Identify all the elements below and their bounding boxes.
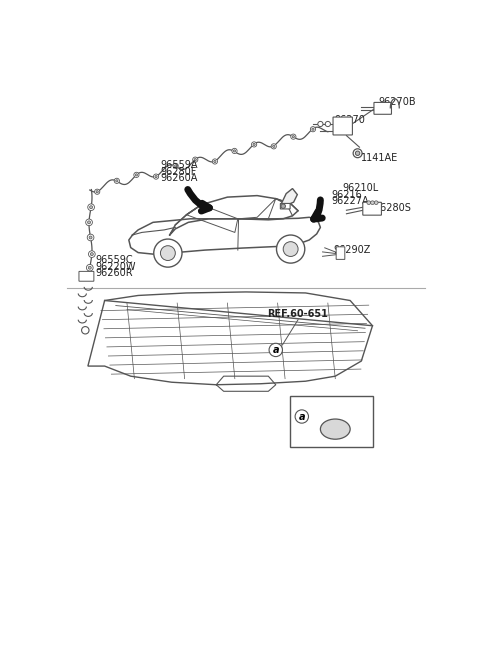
Polygon shape: [88, 292, 372, 384]
FancyBboxPatch shape: [79, 271, 94, 281]
Text: 96270: 96270: [335, 115, 365, 125]
Circle shape: [371, 201, 374, 204]
Circle shape: [291, 134, 296, 140]
Circle shape: [90, 253, 93, 255]
Circle shape: [87, 221, 91, 224]
Circle shape: [88, 204, 95, 210]
Text: 96280F: 96280F: [160, 167, 197, 177]
Circle shape: [311, 126, 315, 132]
Circle shape: [155, 176, 157, 178]
Text: 84182K: 84182K: [305, 399, 343, 409]
Circle shape: [374, 201, 378, 204]
Circle shape: [312, 128, 314, 130]
Circle shape: [114, 178, 120, 183]
Circle shape: [269, 343, 282, 356]
Circle shape: [87, 234, 94, 241]
Text: 96210L: 96210L: [343, 183, 379, 193]
Circle shape: [154, 174, 159, 179]
FancyBboxPatch shape: [374, 102, 392, 114]
Text: 96559C: 96559C: [96, 255, 133, 265]
Text: 96559A: 96559A: [160, 160, 198, 170]
Text: 96280S: 96280S: [374, 202, 411, 213]
Circle shape: [86, 219, 92, 226]
Circle shape: [233, 150, 236, 152]
Circle shape: [367, 201, 371, 204]
Circle shape: [134, 172, 139, 178]
Circle shape: [96, 191, 98, 193]
Circle shape: [273, 145, 275, 147]
Circle shape: [214, 160, 216, 162]
FancyBboxPatch shape: [280, 204, 290, 209]
Circle shape: [318, 121, 323, 126]
FancyBboxPatch shape: [363, 202, 382, 215]
Text: 96260A: 96260A: [160, 174, 198, 183]
Circle shape: [283, 242, 298, 257]
Circle shape: [276, 235, 305, 263]
FancyArrowPatch shape: [188, 189, 209, 211]
Circle shape: [154, 239, 182, 267]
Circle shape: [212, 159, 217, 164]
Text: a: a: [299, 411, 305, 422]
Text: 96216: 96216: [332, 189, 362, 200]
Text: 1141AE: 1141AE: [360, 153, 398, 163]
FancyArrowPatch shape: [313, 200, 322, 219]
Circle shape: [173, 163, 178, 168]
Circle shape: [253, 143, 255, 145]
Circle shape: [86, 265, 93, 271]
Circle shape: [353, 149, 362, 158]
Circle shape: [192, 157, 198, 162]
Text: REF.60-651: REF.60-651: [267, 309, 328, 318]
Circle shape: [252, 142, 257, 147]
Circle shape: [88, 266, 91, 269]
Circle shape: [325, 121, 330, 126]
Circle shape: [116, 179, 118, 182]
Circle shape: [295, 410, 309, 423]
Text: a: a: [273, 345, 279, 355]
Circle shape: [135, 174, 138, 176]
FancyBboxPatch shape: [333, 117, 352, 135]
Text: 96227A: 96227A: [332, 196, 369, 206]
Polygon shape: [281, 189, 297, 206]
Circle shape: [82, 327, 89, 334]
Text: 96290Z: 96290Z: [334, 245, 371, 255]
Ellipse shape: [321, 419, 350, 440]
Circle shape: [88, 251, 95, 257]
Circle shape: [175, 165, 177, 167]
Circle shape: [271, 143, 276, 149]
Circle shape: [355, 151, 360, 155]
Circle shape: [194, 159, 196, 160]
Circle shape: [95, 189, 100, 195]
Text: 96260R: 96260R: [96, 269, 133, 278]
Circle shape: [232, 148, 237, 153]
Circle shape: [90, 206, 93, 209]
Circle shape: [160, 246, 175, 261]
Text: 96270B: 96270B: [378, 98, 416, 107]
Text: 96220W: 96220W: [96, 262, 136, 272]
FancyBboxPatch shape: [290, 396, 373, 447]
Circle shape: [281, 204, 286, 208]
Circle shape: [89, 236, 92, 239]
FancyBboxPatch shape: [336, 247, 345, 259]
Circle shape: [292, 136, 294, 138]
